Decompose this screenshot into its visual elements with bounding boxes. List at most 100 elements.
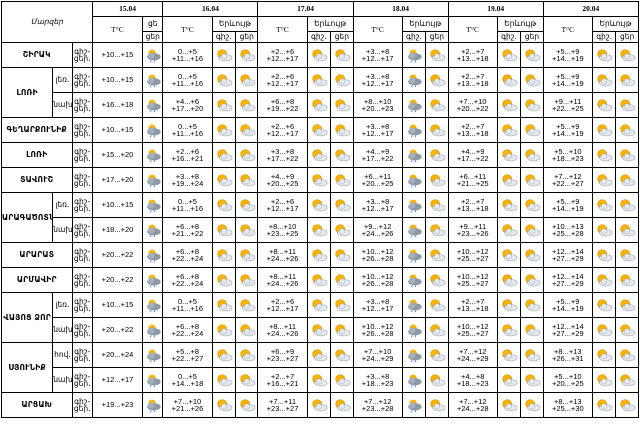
weather-icon-cell <box>425 317 449 343</box>
period-night-label: գիշ. <box>401 31 427 43</box>
temperature-range: 0...+5 +11...+16 <box>162 192 213 218</box>
sun-cloud-icon <box>217 349 233 362</box>
subregion-label: լեռ. <box>52 192 73 218</box>
sun-cloud-icon <box>597 299 613 312</box>
temperature-range: +12...+14 +27...+29 <box>542 317 593 343</box>
temperature-range: +8...+11 +24...+26 <box>257 242 308 268</box>
subregion-label: հով. <box>52 342 73 368</box>
weather-icon-cell <box>330 292 354 318</box>
sun-cloud-icon <box>335 149 351 162</box>
sun-cloud-icon <box>620 99 636 112</box>
sun-cloud-icon <box>502 349 518 362</box>
weather-icon-cell <box>211 342 236 368</box>
sun-cloud-icon <box>597 49 613 62</box>
sun-cloud-icon <box>597 174 613 187</box>
sun-cloud-icon <box>335 99 351 112</box>
sun-cloud-icon <box>502 249 518 262</box>
weather-icon-cell <box>211 292 236 318</box>
weather-icon-cell <box>520 92 544 118</box>
cloud-icon <box>146 274 161 288</box>
sun-cloud-icon <box>240 224 256 237</box>
sun-cloud-icon <box>597 124 613 137</box>
weather-icon-cell <box>211 67 236 93</box>
region-name: ՇԻՐԱԿ <box>1 42 73 68</box>
weather-icon-cell <box>520 167 544 193</box>
region-name: ԼՈՌԻ <box>1 142 73 168</box>
sun-cloud-icon <box>240 249 256 262</box>
temperature-range: +2...+6 +12...+17 <box>257 67 308 93</box>
temperature-range: +9...+12 +24...+26 <box>352 217 403 243</box>
temperature-range: +10...+12 +26...+28 <box>352 317 403 343</box>
sun-cloud-icon <box>525 324 541 337</box>
temperature-range: +5...+9 +14...+19 <box>542 42 593 68</box>
temp-col-header: T°C <box>91 16 144 43</box>
sun-cloud-icon <box>502 124 518 137</box>
sun-cloud-icon <box>430 324 446 337</box>
cloud-icon <box>408 249 422 263</box>
sun-cloud-icon <box>335 224 351 237</box>
sun-cloud-icon <box>312 299 328 312</box>
sun-cloud-icon <box>597 74 613 87</box>
weather-icon-cell <box>615 367 639 393</box>
temperature-range: 0...+5 +11...+16 <box>162 42 213 68</box>
subregion-label: լեռ. <box>52 292 73 318</box>
cloud-icon <box>408 174 422 188</box>
cloud-icon <box>408 49 422 63</box>
cloud-icon <box>408 149 422 163</box>
sun-cloud-icon <box>525 199 541 212</box>
sun-cloud-icon <box>620 74 636 87</box>
weather-icon-cell <box>142 217 164 243</box>
sun-cloud-icon <box>312 49 328 62</box>
weather-icon-cell <box>520 192 544 218</box>
weather-icon-cell <box>615 217 639 243</box>
temperature-range: +5...+9 +14...+19 <box>542 117 593 143</box>
weather-icon-cell <box>330 192 354 218</box>
weather-icon-cell <box>306 267 332 293</box>
temperature-range: 0...+5 +11...+16 <box>162 117 213 143</box>
temperature-range: +7...+11 +23...+27 <box>257 392 308 418</box>
sun-cloud-icon <box>597 349 613 362</box>
sun-cloud-icon <box>502 99 518 112</box>
subregion-label: նախ <box>52 217 73 243</box>
weather-icon-cell <box>234 292 259 318</box>
weather-icon-cell <box>330 242 354 268</box>
weather-icon-cell <box>425 167 449 193</box>
sun-cloud-icon <box>430 299 446 312</box>
temperature-range: +19...+23 <box>91 392 144 418</box>
sun-cloud-icon <box>525 224 541 237</box>
table-row: նախ գիշ- ցեր. +20...+22 +6...+8 +22...+24 +8… <box>2 317 639 343</box>
weather-icon-cell <box>211 267 236 293</box>
sun-cloud-icon <box>217 199 233 212</box>
sun-cloud-icon <box>312 399 328 412</box>
weather-icon-cell <box>330 42 354 68</box>
weather-icon-cell <box>615 317 639 343</box>
day-night-label: գիշ- ցեր. <box>71 342 93 368</box>
day-night-label: գիշ- ցեր. <box>71 317 93 343</box>
cloud-icon <box>146 349 161 363</box>
temperature-range: +3...+8 +18...+23 <box>352 367 403 393</box>
weather-icon-cell <box>520 267 544 293</box>
temperature-range: +2...+7 +16...+21 <box>257 367 308 393</box>
weather-icon-cell <box>211 42 236 68</box>
weather-icon-cell <box>615 142 639 168</box>
weather-col-header: Երևույթ <box>401 16 449 32</box>
cloud-icon <box>146 374 161 388</box>
cloud-icon <box>146 399 161 413</box>
sun-cloud-icon <box>525 349 541 362</box>
temperature-range: +4...+9 +17...+22 <box>447 142 498 168</box>
sun-cloud-icon <box>502 49 518 62</box>
cloud-icon <box>146 324 161 338</box>
weather-icon-cell <box>591 192 617 218</box>
sun-cloud-icon <box>335 274 351 287</box>
day-night-label: գիշ- ցեր. <box>71 192 93 218</box>
weather-icon-cell <box>211 317 236 343</box>
weather-icon-cell <box>330 392 354 418</box>
sun-cloud-icon <box>312 349 328 362</box>
weather-icon-cell <box>306 217 332 243</box>
temperature-range: +2...+7 +13...+18 <box>447 117 498 143</box>
temperature-range: +4...+8 +18...+23 <box>447 367 498 393</box>
sun-cloud-icon <box>312 99 328 112</box>
weather-icon-cell <box>330 317 354 343</box>
weather-icon-cell <box>306 342 332 368</box>
weather-icon-cell <box>401 92 427 118</box>
